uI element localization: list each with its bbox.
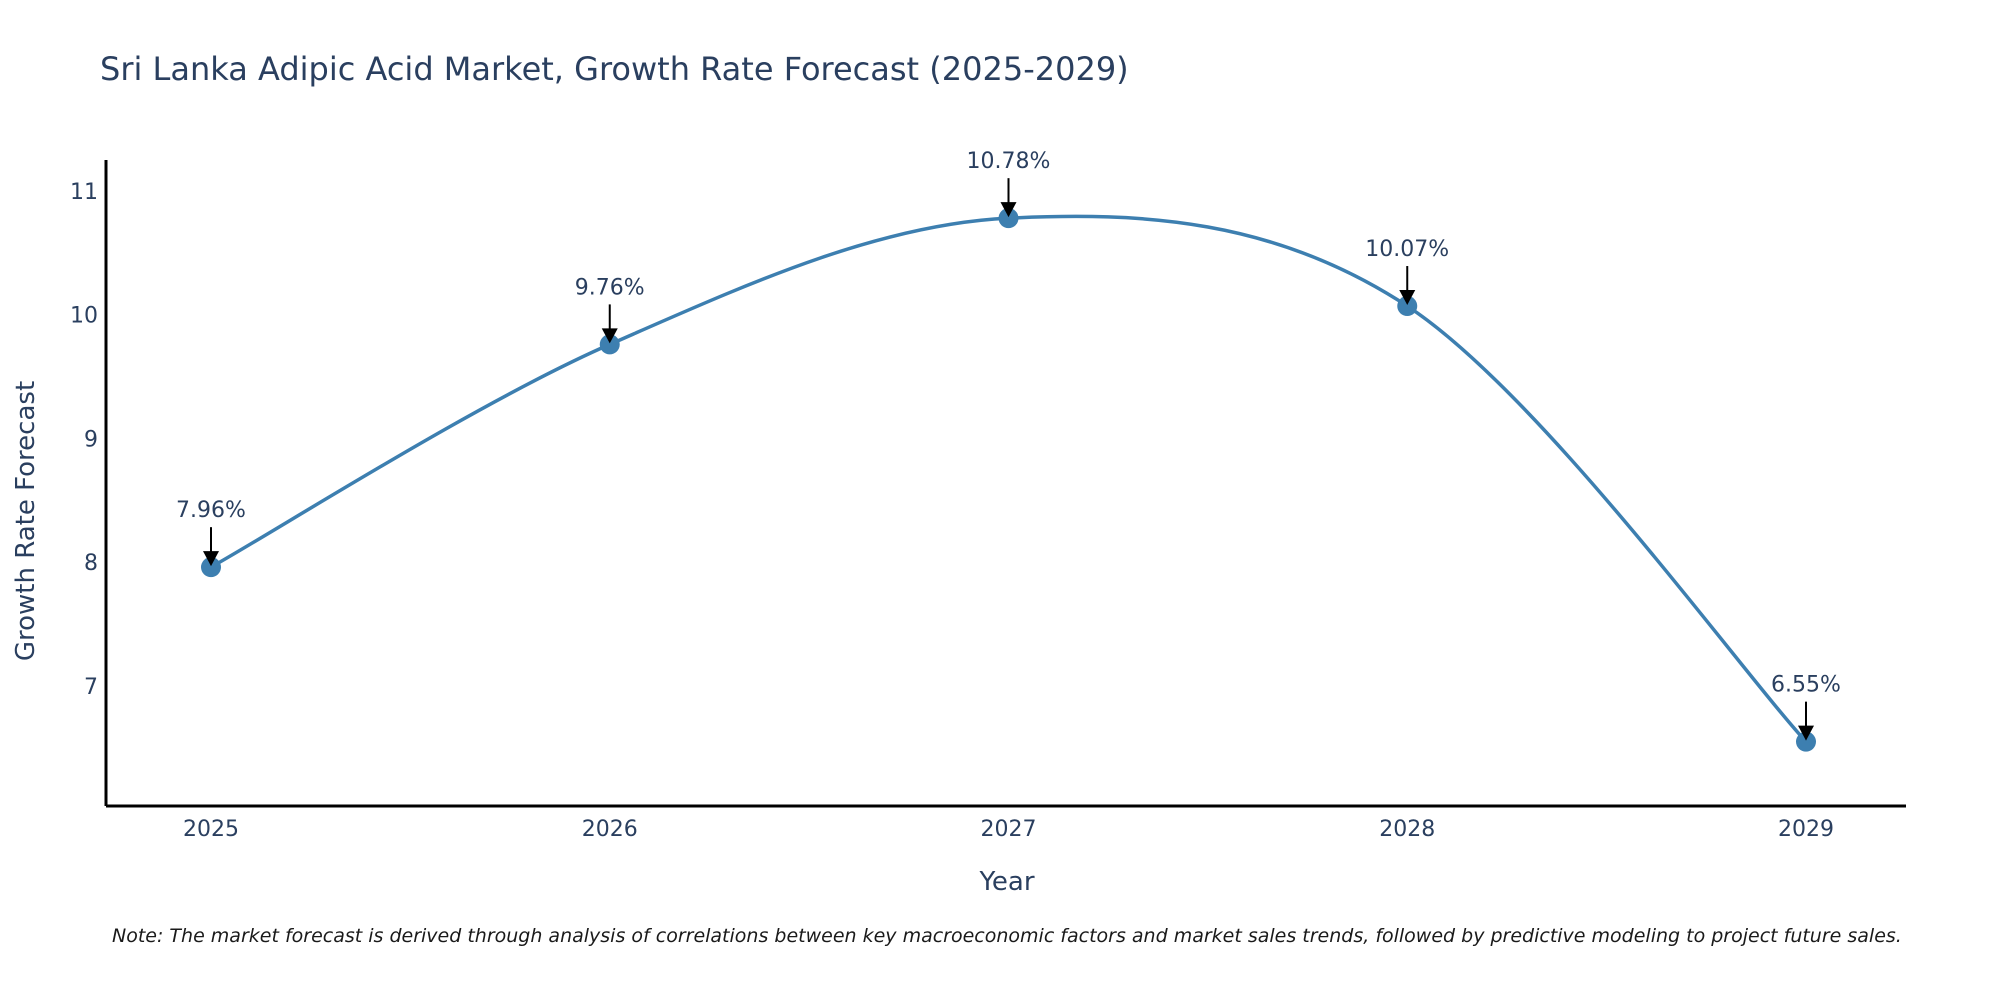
data-annotations: 7.96% 9.76% 10.78% 10.07% 6.55% [176,149,1841,741]
data-label: 7.96% [176,498,246,523]
annotation-arrow-head [601,328,618,344]
y-tick-label: 9 [84,427,98,452]
annotation-arrow-head [203,551,219,567]
data-point [1397,296,1418,317]
y-tick-label: 10 [70,304,98,329]
data-point [599,334,620,355]
data-point [1796,731,1816,752]
y-tick-label: 11 [70,180,98,205]
y-axis-title: Growth Rate Forecast [11,381,41,661]
annotation-arrow-head [1798,725,1814,741]
x-tick-label: 2029 [1778,817,1834,842]
x-tick-label: 2027 [981,817,1037,842]
annotation-arrow-head [1000,202,1017,218]
x-tick-label: 2026 [582,817,638,842]
x-tick-label: 2025 [183,817,239,842]
data-point [201,557,221,578]
data-label: 10.78% [967,149,1051,174]
chart-note: Note: The market forecast is derived thr… [112,925,1902,947]
annotation-arrow-head [1399,290,1416,306]
data-label: 9.76% [575,275,645,300]
y-tick-label: 8 [84,551,98,576]
y-tick-label: 7 [84,675,98,700]
data-label: 6.55% [1771,673,1841,698]
x-axis-title: Year [978,867,1034,897]
data-point [998,208,1019,229]
x-tick-label: 2028 [1379,817,1435,842]
x-axis-ticks: 2025 2026 2027 2028 2029 [183,817,1834,842]
chart-title: Sri Lanka Adipic Acid Market, Growth Rat… [100,50,1129,88]
data-label: 10.07% [1365,237,1449,262]
y-axis-ticks: 7 8 9 10 11 [70,180,98,700]
data-markers [201,208,1816,752]
series-line [210,214,1808,743]
